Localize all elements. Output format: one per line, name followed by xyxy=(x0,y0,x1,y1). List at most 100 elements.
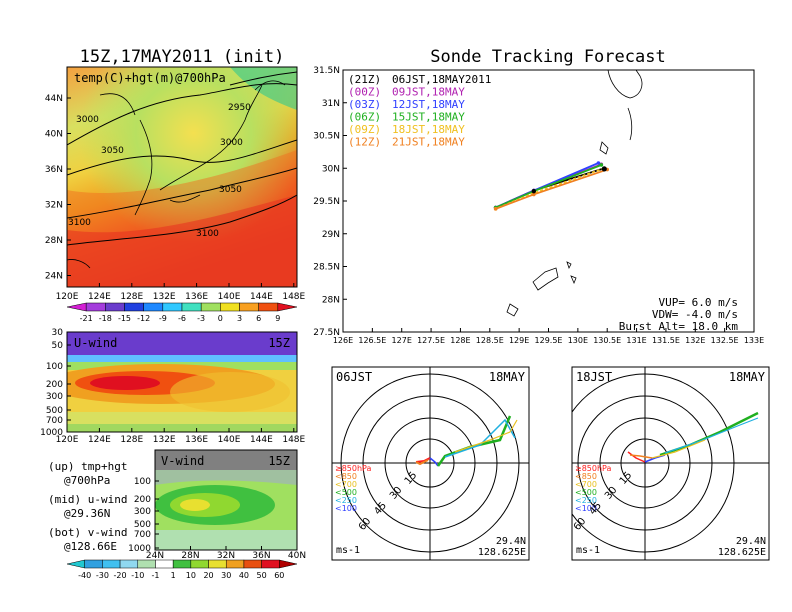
colorbar-cell xyxy=(105,302,125,312)
x-tick-label: 132E xyxy=(153,435,176,445)
lon-tick-label: 129E xyxy=(509,336,529,345)
temperature-map: temp(C)+hgt(m)@700hPa 3000 3050 2950 300… xyxy=(45,66,306,302)
colorbar-label: -40 xyxy=(78,571,91,580)
temperature-colorbar: -21 -18 -15 -12 -9 -6 -3 0 3 6 9 xyxy=(66,302,298,323)
left-title: 15Z,17MAY2011 (init) xyxy=(80,47,285,67)
colorbar-label: 0 xyxy=(218,314,223,323)
contour-label: 3000 xyxy=(220,138,243,148)
colorbar-cell xyxy=(239,302,259,312)
x-tick-label: 144E xyxy=(250,435,273,445)
colorbar-label: -30 xyxy=(96,571,109,580)
colorbar-cell xyxy=(277,302,298,312)
legend-text: 18JST,18MAY xyxy=(392,123,465,136)
colorbar-label: -6 xyxy=(178,314,186,323)
colorbar-label: 60 xyxy=(274,571,284,580)
level-legend-item: <500 xyxy=(335,488,357,497)
x-tick-label: 40N xyxy=(288,551,306,561)
contour-label: 3100 xyxy=(68,218,91,228)
x-tick-label: 24N xyxy=(146,551,164,561)
track-point xyxy=(596,161,601,165)
x-tick-label: 128E xyxy=(120,435,143,445)
lon-tick-label: 133E xyxy=(744,336,764,345)
map-lon-ticks: 120E 124E 128E 132E 136E 140E 144E 148E xyxy=(56,283,306,302)
level-legend: ≥850hPa<850<700<500<250<100 xyxy=(575,464,612,513)
colorbar-cell xyxy=(162,302,183,312)
track-point xyxy=(493,207,498,211)
colorbar-label: -12 xyxy=(137,314,150,323)
colorbar-cell xyxy=(200,302,221,312)
legend-code: (03Z) xyxy=(348,98,381,111)
colorbar-cell xyxy=(261,559,280,569)
colorbar-cell xyxy=(66,302,87,312)
colorbar-cell xyxy=(155,559,174,569)
u-wind-label: U-wind xyxy=(74,336,117,350)
lon-tick-label: 148E xyxy=(282,292,305,302)
lon-tick-label: 130.5E xyxy=(593,336,621,345)
legend-code: (21Z) xyxy=(348,73,381,86)
v-wind-time: 15Z xyxy=(268,454,290,468)
x-tick-label: 36N xyxy=(252,551,270,561)
lon-tick-label: 132.5E xyxy=(711,336,739,345)
map-label: temp(C)+hgt(m)@700hPa xyxy=(74,71,226,85)
lat-tick-label: 29.5N xyxy=(313,197,340,207)
level-legend-item: <250 xyxy=(335,496,357,505)
lon-tick-label: 128.5E xyxy=(476,336,504,345)
lon-tick-label: 127.5E xyxy=(417,336,445,345)
colorbar-cell xyxy=(258,302,279,312)
colorbar-cell xyxy=(102,559,121,569)
colorbar-cell xyxy=(84,559,103,569)
colorbar-label: -9 xyxy=(159,314,167,323)
polar-panel-18jst: 18JST 18MAY 29.4N 128.625E ms-1 ≥850hPa<… xyxy=(571,366,770,561)
polar-lat: 29.4N xyxy=(736,536,766,547)
track-map: 31.5N 31N 30.5N 30N 29.5N 29N 28.5N 28N 27.5N 12… xyxy=(313,66,764,345)
y-tick-label: 700 xyxy=(46,416,63,426)
contour-label: 2950 xyxy=(228,103,251,113)
y-tick-label: 50 xyxy=(52,341,64,351)
polar-title: 18JST xyxy=(576,370,612,384)
lat-tick-label: 24N xyxy=(45,272,63,282)
colorbar-label: -21 xyxy=(80,314,93,323)
launch-point xyxy=(601,166,607,172)
hodograph-18jst xyxy=(627,411,759,463)
wind-colorbar: -40 -30 -20 -10 -1 1 10 20 30 40 50 60 xyxy=(66,559,298,580)
colorbar-label: -18 xyxy=(99,314,112,323)
legend-text: 06JST,18MAY2011 xyxy=(392,73,491,86)
polar-date: 18MAY xyxy=(489,370,526,384)
lat-tick-label: 36N xyxy=(45,165,63,175)
lat-tick-label: 27.5N xyxy=(313,328,340,338)
contour-label: 3100 xyxy=(196,229,219,239)
colorbar-cell xyxy=(243,559,262,569)
level-legend-item: ≥850hPa xyxy=(335,464,372,473)
y-tick-label: 200 xyxy=(46,380,63,390)
note-mid-line1: (mid) u-wind xyxy=(48,493,127,506)
vup-text: VUP= 6.0 m/s xyxy=(659,296,738,309)
note-bot-line1: (bot) v-wind xyxy=(48,526,127,539)
lat-tick-label: 31.5N xyxy=(313,66,340,76)
note-mid-line2: @29.36N xyxy=(64,507,110,520)
colorbar-label: 10 xyxy=(186,571,196,580)
colorbar-cell xyxy=(85,302,106,312)
lon-tick-label: 131E xyxy=(626,336,646,345)
legend-text: 12JST,18MAY xyxy=(392,98,465,111)
lon-tick-label: 124E xyxy=(88,292,111,302)
level-legend-item: <700 xyxy=(335,480,357,489)
colorbar-cell xyxy=(124,302,144,312)
lon-tick-label: 129.5E xyxy=(535,336,563,345)
y-tick-label: 700 xyxy=(134,530,151,540)
y-tick-label: 300 xyxy=(134,507,151,517)
colorbar-cell xyxy=(172,559,192,569)
x-tick-label: 136E xyxy=(185,435,208,445)
legend-text: 15JST,18MAY xyxy=(392,111,465,124)
level-legend-item: <700 xyxy=(575,480,597,489)
lat-tick-label: 28N xyxy=(45,236,63,246)
burst-point xyxy=(531,188,537,194)
map-lat-ticks: 44N 40N 36N 32N 28N 24N xyxy=(45,94,71,282)
track-lon-ticks: 126E 126.5E 127E 127.5E 128E 128.5E 129E 129.5E… xyxy=(333,328,764,345)
colorbar-cell xyxy=(137,559,156,569)
panel-notes: (up) tmp+hgt @700hPa (mid) u-wind @29.36… xyxy=(48,460,127,553)
y-tick-label: 200 xyxy=(134,495,151,505)
polar-lon: 128.625E xyxy=(478,547,526,558)
contour-label: 3050 xyxy=(101,146,124,156)
